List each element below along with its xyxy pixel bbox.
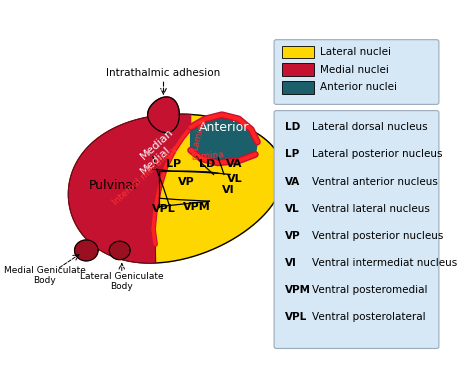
FancyBboxPatch shape (283, 46, 314, 58)
Text: Lamina: Lamina (191, 117, 208, 152)
Polygon shape (68, 114, 283, 263)
FancyBboxPatch shape (274, 40, 439, 104)
Text: VL: VL (284, 204, 299, 214)
Text: VPL: VPL (152, 204, 175, 214)
FancyBboxPatch shape (274, 111, 439, 349)
Text: VA: VA (284, 177, 300, 187)
Text: Anterior: Anterior (199, 121, 249, 134)
Text: Lamina: Lamina (191, 151, 224, 162)
Text: LP: LP (166, 159, 182, 169)
Text: VI: VI (222, 185, 235, 195)
Text: Ventral anterior nucleus: Ventral anterior nucleus (311, 177, 438, 187)
Text: Medial Geniculate
Body: Medial Geniculate Body (4, 266, 85, 285)
Text: Anterior nuclei: Anterior nuclei (320, 82, 397, 92)
Text: VPM: VPM (284, 285, 310, 295)
Text: VP: VP (178, 177, 195, 187)
Polygon shape (191, 115, 257, 163)
Text: Intrathalmic adhesion: Intrathalmic adhesion (106, 68, 220, 78)
Polygon shape (109, 241, 130, 260)
Text: Internal medullary: Internal medullary (110, 144, 179, 207)
Text: Lateral nuclei: Lateral nuclei (320, 47, 391, 57)
Polygon shape (74, 240, 98, 261)
Text: Median: Median (139, 127, 176, 161)
Text: Ventral posterior nucleus: Ventral posterior nucleus (311, 231, 443, 241)
Text: Medial nuclei: Medial nuclei (320, 65, 389, 75)
Text: Ventral posterolateral: Ventral posterolateral (311, 312, 425, 322)
Text: Ventral intermediat nucleus: Ventral intermediat nucleus (311, 258, 457, 268)
Polygon shape (147, 97, 179, 132)
Text: VPM: VPM (183, 202, 211, 212)
Text: VI: VI (284, 258, 296, 268)
Text: Lateral posterior nucleus: Lateral posterior nucleus (311, 149, 442, 159)
FancyBboxPatch shape (283, 81, 314, 94)
Text: Ventral posteromedial: Ventral posteromedial (311, 285, 427, 295)
Polygon shape (68, 114, 191, 263)
Text: LD: LD (199, 159, 216, 169)
Text: Lateral dorsal nucleus: Lateral dorsal nucleus (311, 122, 427, 132)
Text: VP: VP (284, 231, 300, 241)
Text: Ventral lateral nucleus: Ventral lateral nucleus (311, 204, 429, 214)
Text: Pulvinar: Pulvinar (88, 179, 138, 192)
Text: LP: LP (284, 149, 299, 159)
Text: VL: VL (227, 174, 242, 184)
FancyBboxPatch shape (283, 63, 314, 76)
Text: Lateral Geniculate
Body: Lateral Geniculate Body (80, 272, 164, 291)
Text: VA: VA (226, 159, 243, 169)
Text: LD: LD (284, 122, 300, 132)
Text: VPL: VPL (284, 312, 307, 322)
Text: Medial: Medial (138, 145, 172, 177)
